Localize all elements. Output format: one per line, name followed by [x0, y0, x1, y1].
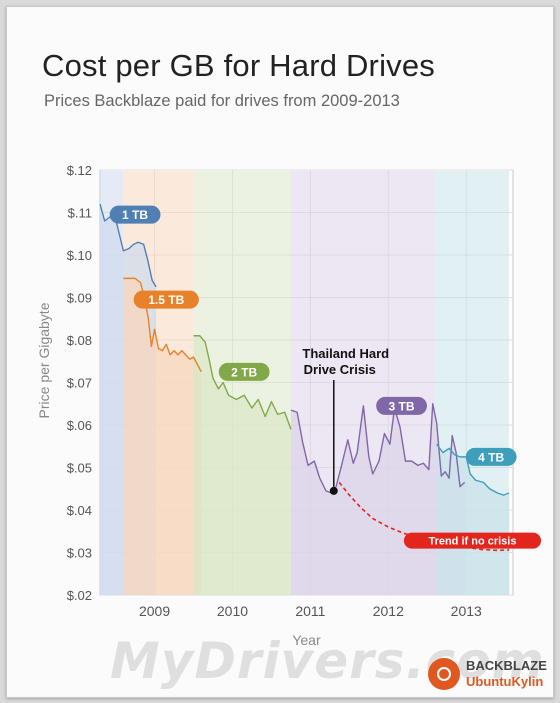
- brand-ubuntukylin: UbuntuKylin: [466, 674, 544, 689]
- brand-backblaze: BACKBLAZE: [466, 658, 547, 673]
- watermark-text: MyDrivers.com: [110, 632, 545, 690]
- y-axis-title: Price per Gigabyte: [36, 302, 52, 418]
- chart-subtitle: Prices Backblaze paid for drives from 20…: [44, 92, 400, 110]
- y-tick-label: $.04: [67, 503, 92, 518]
- y-tick-label: $.11: [68, 206, 92, 221]
- y-tick-label: $.06: [67, 418, 92, 433]
- x-axis-title: Year: [292, 632, 321, 648]
- chart-title: Cost per GB for Hard Drives: [42, 48, 436, 83]
- x-tick-label: 2012: [373, 603, 404, 619]
- x-tick-label: 2013: [451, 603, 482, 619]
- line-2-tb: [193, 335, 292, 430]
- series-label-pill: [109, 205, 161, 224]
- line-4-tb: [436, 443, 510, 496]
- y-tick-label: $.10: [67, 248, 92, 263]
- series-label-pill: [218, 362, 270, 381]
- series-label-pill: [376, 396, 427, 415]
- area-4-tb: [436, 444, 510, 595]
- line-3-tb: [290, 403, 466, 494]
- series-label-pill: [403, 532, 542, 549]
- y-tick-label: $.05: [67, 461, 92, 476]
- series-label-text: 3 TB: [389, 399, 415, 413]
- series-label-text: 1.5 TB: [148, 293, 184, 307]
- series-label-text: Trend if no crisis: [428, 536, 516, 548]
- x-tick-label: 2011: [295, 603, 325, 619]
- series-label-text: 1 TB: [122, 208, 148, 222]
- y-tick-label: $.12: [67, 163, 92, 178]
- y-tick-label: $.08: [67, 333, 92, 348]
- y-tick-label: $.02: [67, 588, 92, 603]
- x-tick-label: 2010: [217, 603, 248, 619]
- y-tick-label: $.07: [67, 376, 92, 391]
- ubuntu-logo-icon: [428, 658, 460, 690]
- y-tick-label: $.03: [67, 546, 92, 561]
- series-label-pill: [133, 290, 199, 309]
- x-tick-label: 2009: [139, 603, 170, 619]
- crisis-marker: [329, 486, 338, 495]
- area-2-tb: [193, 335, 291, 595]
- crisis-label-line2: Drive Crisis: [304, 362, 376, 377]
- series-label-text: 2 TB: [231, 365, 257, 379]
- series-label-text: 4 TB: [478, 450, 504, 464]
- area-1-5-tb: [123, 278, 202, 595]
- series-label-pill: [465, 447, 517, 466]
- crisis-label-line1: Thailand Hard: [302, 346, 389, 361]
- y-tick-label: $.09: [67, 291, 92, 306]
